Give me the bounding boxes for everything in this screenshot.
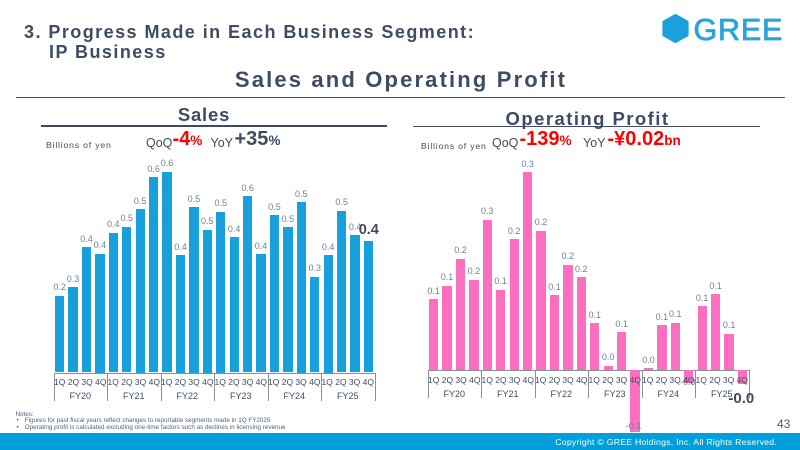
svg-text:GREE: GREE — [694, 13, 784, 46]
